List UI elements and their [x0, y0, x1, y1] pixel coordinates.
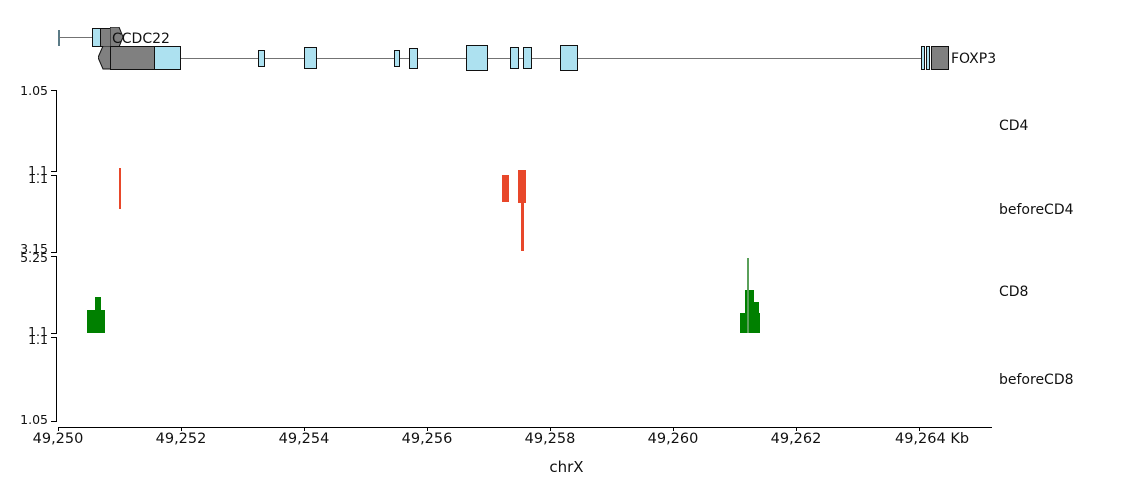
exon-3[interactable]: [304, 47, 317, 69]
xtick-label-3: 49,256: [401, 431, 453, 447]
peak-cd8-2-spike: [747, 258, 749, 333]
xtick-0: [58, 427, 59, 431]
ylabel-cd8-bottom: 1.1: [28, 324, 48, 339]
peak-beforecd4-3: [518, 170, 526, 203]
exon-5[interactable]: [409, 48, 418, 69]
xtick-label-6: 49,262: [770, 431, 822, 447]
transcript-start-tick-upper: [58, 30, 60, 46]
exon-9[interactable]: [560, 45, 578, 71]
peak-cd8-2-step2: [745, 302, 759, 333]
peak-beforecd4-2: [502, 175, 509, 202]
ylabel-beforecd4-bottom: 3.15: [20, 241, 48, 256]
coverage-track-cd4[interactable]: [58, 90, 992, 172]
xaxis-line: [58, 427, 992, 428]
xaxis-title: chrX: [549, 458, 584, 476]
yaxis-beforecd4-top-cap: [51, 175, 56, 176]
peak-cd8-1-spike: [95, 297, 101, 333]
peak-cd8-1-base: [87, 310, 105, 333]
xtick-2: [304, 427, 305, 431]
yaxis-cd8: [56, 256, 57, 334]
peak-cd8-2-base: [740, 313, 760, 333]
exon-4[interactable]: [394, 50, 400, 67]
foxp3-exon-a[interactable]: [921, 46, 925, 70]
foxp3-cds[interactable]: [931, 46, 949, 70]
xtick-label-1: 49,252: [155, 431, 207, 447]
xtick-7: [919, 427, 920, 431]
yaxis-cd8-bottom-cap: [51, 333, 56, 334]
ylabel-cd4-top: 1.05: [20, 83, 48, 98]
peak-cd8-2-step3: [745, 290, 754, 333]
xtick-6: [796, 427, 797, 431]
yaxis-beforecd4: [56, 175, 57, 253]
yaxis-beforecd8: [56, 337, 57, 422]
xtick-label-2: 49,254: [278, 431, 330, 447]
yaxis-cd4: [56, 90, 57, 172]
ylabel-cd8-top: 5.25: [20, 250, 48, 265]
xtick-1: [181, 427, 182, 431]
yaxis-beforecd8-top-cap: [51, 337, 56, 338]
ylabel-cd4-bottom: 1.1: [28, 163, 48, 178]
yaxis-cd4-bottom-cap: [51, 171, 56, 172]
yaxis-beforecd8-bottom-cap: [51, 421, 56, 422]
exon-6[interactable]: [466, 45, 488, 71]
exon-2[interactable]: [258, 50, 265, 67]
peak-beforecd4-4: [521, 170, 524, 251]
xtick-5: [673, 427, 674, 431]
foxp3-exon-b[interactable]: [926, 46, 930, 70]
gene-annotation-track[interactable]: CCDC22 FOXP3: [0, 0, 1133, 82]
xtick-label-5: 49,260: [647, 431, 699, 447]
track-label-beforecd4: beforeCD4: [999, 202, 1074, 218]
exon-main-utr[interactable]: [154, 46, 181, 70]
coverage-track-beforecd8[interactable]: [58, 337, 992, 422]
xtick-3: [427, 427, 428, 431]
strand-arrow-upper-icon: [110, 27, 124, 48]
xtick-label-7: 49,264 Kb: [894, 431, 970, 447]
ylabel-beforecd8-bottom: 1.05: [20, 412, 48, 427]
exon-7[interactable]: [510, 47, 519, 69]
gene-label-ccdc22: CCDC22: [112, 31, 170, 47]
ylabel-beforecd8-top: 1.1: [28, 332, 48, 347]
cds-block-main[interactable]: [110, 46, 155, 70]
gene-label-foxp3: FOXP3: [951, 51, 997, 67]
xtick-label-0: 49,250: [32, 431, 84, 447]
track-label-cd4: CD4: [999, 118, 1029, 134]
track-label-beforecd8: beforeCD8: [999, 372, 1074, 388]
intron-line-upper: [59, 37, 94, 38]
track-label-cd8: CD8: [999, 284, 1029, 300]
yaxis-beforecd4-bottom-cap: [51, 252, 56, 253]
exon-8[interactable]: [523, 47, 532, 69]
xtick-4: [550, 427, 551, 431]
peak-beforecd4-1: [119, 168, 121, 209]
yaxis-cd4-top-cap: [51, 90, 56, 91]
yaxis-cd8-top-cap: [51, 256, 56, 257]
ylabel-beforecd4-top: 1.1: [28, 171, 48, 186]
xtick-label-4: 49,258: [524, 431, 576, 447]
